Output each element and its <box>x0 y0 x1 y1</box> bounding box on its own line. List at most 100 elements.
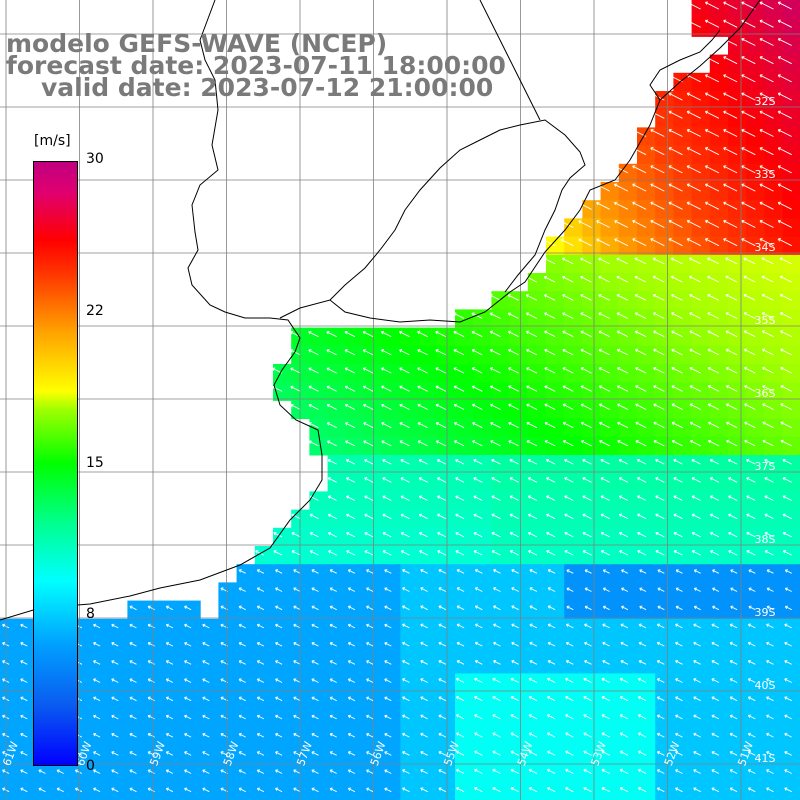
wind-arrow <box>693 605 701 611</box>
wind-speed-cell <box>91 764 110 784</box>
wind-arrow <box>656 659 665 665</box>
wind-speed-cell <box>345 527 365 547</box>
wind-speed-cell <box>273 691 292 711</box>
wind-speed-cell <box>546 564 565 583</box>
wind-speed-cell <box>764 254 784 274</box>
wind-arrow <box>689 385 701 392</box>
wind-speed-cell <box>582 582 602 602</box>
wind-arrow <box>744 366 756 374</box>
wind-arrow <box>474 659 483 665</box>
wind-speed-cell <box>218 691 238 711</box>
latitude-label: 33S <box>755 168 776 181</box>
wind-speed-cell <box>728 491 747 511</box>
wind-speed-cell <box>637 200 656 219</box>
wind-speed-cell <box>345 673 365 693</box>
wind-arrows <box>2 1 792 793</box>
wind-arrow <box>599 421 610 429</box>
wind-arrow <box>583 768 592 774</box>
wind-speed-cell <box>655 455 674 474</box>
wind-speed-cell <box>382 327 401 347</box>
wind-speed-cell <box>637 728 656 747</box>
wind-arrow <box>583 750 592 756</box>
wind-arrow <box>620 623 629 629</box>
wind-arrow <box>184 732 192 738</box>
wind-arrow <box>705 219 720 228</box>
colorbar-tick-label: 30 <box>86 151 104 167</box>
wind-speed-cell <box>600 728 620 747</box>
wind-speed-cell <box>109 728 128 747</box>
wind-arrow <box>723 74 738 83</box>
wind-arrow <box>202 678 210 683</box>
wind-speed-cell <box>509 418 529 438</box>
wind-speed-cell <box>709 291 729 310</box>
wind-arrow <box>759 110 774 119</box>
wind-speed-cell <box>436 455 456 474</box>
wind-arrow <box>671 312 683 319</box>
wind-speed-cell <box>436 709 456 729</box>
wind-speed-cell <box>637 764 656 784</box>
wind-speed-cell <box>327 782 347 800</box>
wind-speed-cell <box>637 455 656 474</box>
wind-arrow <box>547 641 556 647</box>
wind-speed-cell <box>273 546 292 565</box>
wind-arrow <box>129 623 137 629</box>
wind-arrow <box>729 623 738 629</box>
wind-speed-cell <box>673 728 693 747</box>
wind-arrow <box>619 732 629 738</box>
wind-speed-cell <box>291 546 310 565</box>
wind-arrow <box>655 458 665 465</box>
wind-speed-cell <box>291 618 310 638</box>
wind-speed-cell <box>254 691 274 711</box>
wind-arrow <box>544 421 556 429</box>
wind-arrow <box>493 641 501 647</box>
wind-arrow <box>147 714 155 720</box>
wind-speed-cell <box>618 637 638 656</box>
wind-speed-cell <box>655 418 674 438</box>
wind-speed-cell <box>436 509 456 529</box>
wind-speed-cell <box>709 600 729 620</box>
wind-speed-cell <box>673 91 693 110</box>
wind-arrow <box>345 440 356 447</box>
wind-speed-cell <box>673 163 693 183</box>
wind-arrow <box>565 623 574 629</box>
wind-arrow <box>473 458 483 465</box>
wind-arrow <box>671 403 683 410</box>
wind-arrow <box>632 238 647 247</box>
wind-arrow <box>564 477 574 483</box>
wind-arrow <box>653 330 665 338</box>
wind-speed-cell <box>546 582 565 602</box>
wind-arrow <box>366 569 374 574</box>
wind-arrow <box>309 531 319 538</box>
wind-arrow <box>184 787 192 793</box>
wind-arrow <box>566 587 574 592</box>
wind-arrow <box>184 623 192 629</box>
wind-speed-cell <box>327 655 347 674</box>
wind-speed-cell <box>509 637 529 656</box>
wind-speed-cell <box>18 673 37 693</box>
wind-arrow <box>657 569 665 574</box>
wind-speed-cell <box>709 400 729 420</box>
wind-speed-cell <box>91 618 110 638</box>
wind-arrow <box>528 677 538 683</box>
wind-speed-cell <box>345 455 365 474</box>
wind-arrow <box>636 458 647 465</box>
wind-arrow <box>598 275 610 283</box>
wind-speed-cell <box>455 600 474 620</box>
wind-speed-cell <box>18 691 37 711</box>
wind-speed-cell <box>273 564 292 583</box>
wind-speed-cell <box>291 327 310 347</box>
wind-speed-cell <box>182 618 201 638</box>
wind-speed-cell <box>673 200 693 219</box>
wind-arrow <box>472 403 483 410</box>
wind-speed-cell <box>728 473 747 492</box>
wind-arrow <box>562 330 574 338</box>
wind-arrow <box>471 312 483 319</box>
wind-speed-cell <box>127 728 147 747</box>
wind-arrow <box>784 714 792 720</box>
wind-arrow <box>709 513 720 520</box>
wind-arrow <box>547 750 556 756</box>
wind-speed-cell <box>637 418 656 438</box>
wind-speed-cell <box>418 655 438 674</box>
wind-arrow <box>639 569 647 574</box>
wind-speed-cell <box>400 364 420 383</box>
